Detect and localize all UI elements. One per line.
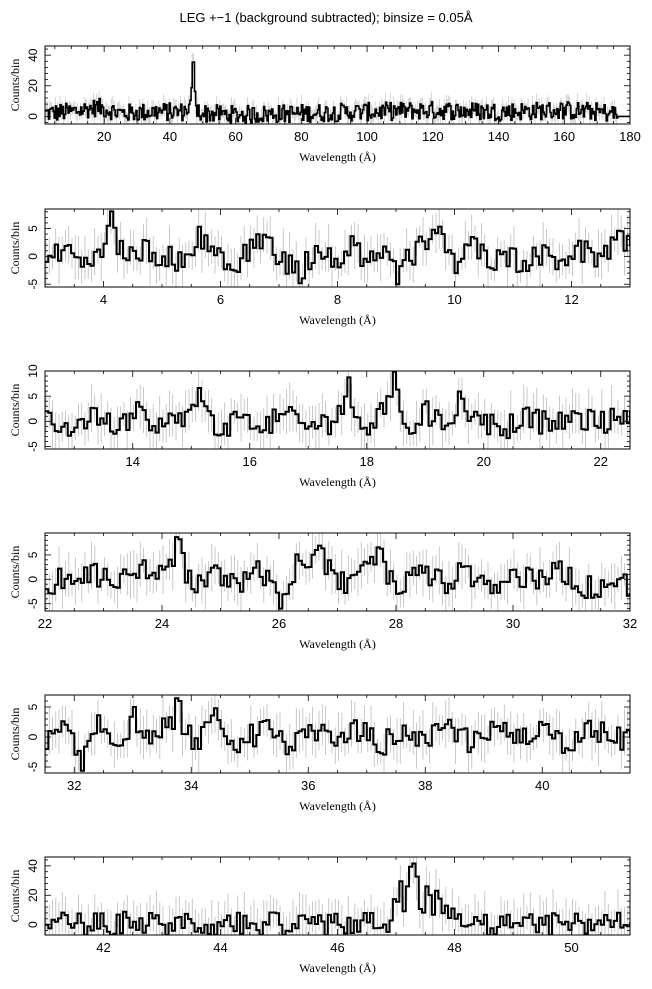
plot-frame bbox=[44, 45, 631, 125]
x-axis-label: Wavelength (Å) bbox=[299, 150, 376, 164]
x-tick-label: 28 bbox=[389, 616, 403, 631]
x-axis-label: Wavelength (Å) bbox=[299, 799, 376, 813]
x-tick-label: 12 bbox=[564, 292, 578, 307]
x-tick-label: 60 bbox=[228, 129, 242, 144]
y-tick-label: -5 bbox=[26, 761, 40, 772]
x-tick-label: 14 bbox=[126, 454, 140, 469]
y-tick-label: -5 bbox=[26, 441, 40, 452]
x-tick-label: 50 bbox=[564, 940, 578, 955]
y-tick-label: 5 bbox=[26, 393, 40, 400]
panel-6: 42 44 46 48 50 0 20 40 Wavelength (Å) Counts/bin bbox=[8, 856, 631, 975]
y-tick-label: 40 bbox=[26, 859, 40, 873]
panel-1: 20 40 60 80 100 120 140 160 180 0 20 40 Wavelength (… bbox=[8, 45, 641, 164]
step-line bbox=[45, 61, 630, 124]
x-tick-label: 44 bbox=[213, 940, 227, 955]
x-tick-label: 32 bbox=[67, 778, 81, 793]
x-tick-label: 16 bbox=[243, 454, 257, 469]
x-tick-label: 32 bbox=[623, 616, 637, 631]
x-tick-label: 48 bbox=[447, 940, 461, 955]
y-tick-label: 0 bbox=[26, 253, 40, 260]
x-tick-label: 38 bbox=[418, 778, 432, 793]
y-tick-label: 0 bbox=[26, 733, 40, 740]
x-tick-label: 10 bbox=[447, 292, 461, 307]
y-tick-label: -5 bbox=[26, 598, 40, 609]
x-tick-label: 40 bbox=[163, 129, 177, 144]
x-tick-label: 180 bbox=[619, 129, 641, 144]
y-tick-label: 0 bbox=[26, 576, 40, 583]
y-tick-label: 5 bbox=[26, 703, 40, 710]
step-series bbox=[45, 536, 630, 610]
x-axis-label: Wavelength (Å) bbox=[299, 637, 376, 651]
y-tick-label: 20 bbox=[26, 888, 40, 902]
error-bars bbox=[45, 209, 629, 287]
step-series bbox=[45, 697, 630, 772]
y-axis-label: Counts/bin bbox=[8, 222, 22, 275]
x-tick-label: 22 bbox=[38, 616, 52, 631]
x-tick-label: 100 bbox=[356, 129, 378, 144]
x-tick-label: 20 bbox=[97, 129, 111, 144]
step-line bbox=[45, 371, 630, 440]
panel-5: 32 34 36 38 40 -5 0 5 Wavelength (Å) Counts/bin bbox=[8, 694, 631, 813]
x-tick-label: 20 bbox=[477, 454, 491, 469]
y-tick-label: 0 bbox=[26, 418, 40, 425]
x-tick-label: 26 bbox=[272, 616, 286, 631]
x-axis-label: Wavelength (Å) bbox=[299, 961, 376, 975]
panel-3: 14 16 18 20 22 -5 0 5 10 Wavelength (Å) Counts/bin bbox=[8, 364, 631, 489]
panel-2: 4 6 8 10 12 -5 0 5 Wavelength (Å) Counts/bin bbox=[8, 208, 631, 327]
y-axis-label: Counts/bin bbox=[8, 59, 22, 112]
y-tick-label: 10 bbox=[26, 364, 40, 378]
panel-4: 22 24 26 28 30 32 -5 0 5 Wavelength (Å) Counts/bin bbox=[8, 532, 637, 651]
y-axis-label: Counts/bin bbox=[8, 384, 22, 437]
x-tick-label: 140 bbox=[488, 129, 510, 144]
step-series bbox=[45, 371, 630, 440]
step-line bbox=[45, 210, 630, 286]
chart-title: LEG +−1 (background subtracted); binsize… bbox=[179, 10, 473, 25]
y-axis-label: Counts/bin bbox=[8, 870, 22, 923]
x-tick-label: 42 bbox=[96, 940, 110, 955]
x-tick-label: 80 bbox=[294, 129, 308, 144]
x-tick-label: 4 bbox=[100, 292, 107, 307]
x-tick-label: 40 bbox=[535, 778, 549, 793]
y-axis-label: Counts/bin bbox=[8, 708, 22, 761]
step-line bbox=[45, 862, 630, 935]
x-axis-label: Wavelength (Å) bbox=[299, 475, 376, 489]
y-tick-label: 0 bbox=[26, 113, 40, 120]
x-tick-label: 160 bbox=[553, 129, 575, 144]
y-tick-label: 5 bbox=[26, 551, 40, 558]
x-tick-label: 18 bbox=[360, 454, 374, 469]
y-tick-label: -5 bbox=[26, 279, 40, 290]
x-tick-label: 36 bbox=[301, 778, 315, 793]
step-series bbox=[45, 61, 630, 124]
y-tick-label: 5 bbox=[26, 225, 40, 232]
step-line bbox=[45, 536, 630, 610]
x-tick-label: 30 bbox=[506, 616, 520, 631]
x-tick-label: 34 bbox=[184, 778, 198, 793]
step-series bbox=[45, 210, 630, 286]
y-axis-label: Counts/bin bbox=[8, 546, 22, 599]
x-tick-label: 6 bbox=[217, 292, 224, 307]
x-tick-label: 46 bbox=[330, 940, 344, 955]
x-tick-label: 24 bbox=[155, 616, 169, 631]
step-series bbox=[45, 862, 630, 935]
y-tick-label: 20 bbox=[26, 79, 40, 93]
x-tick-label: 22 bbox=[594, 454, 608, 469]
step-line bbox=[45, 697, 630, 772]
y-tick-label: 40 bbox=[26, 48, 40, 62]
x-axis-label: Wavelength (Å) bbox=[299, 313, 376, 327]
y-tick-label: 0 bbox=[26, 921, 40, 928]
x-tick-label: 8 bbox=[334, 292, 341, 307]
x-tick-label: 120 bbox=[422, 129, 444, 144]
